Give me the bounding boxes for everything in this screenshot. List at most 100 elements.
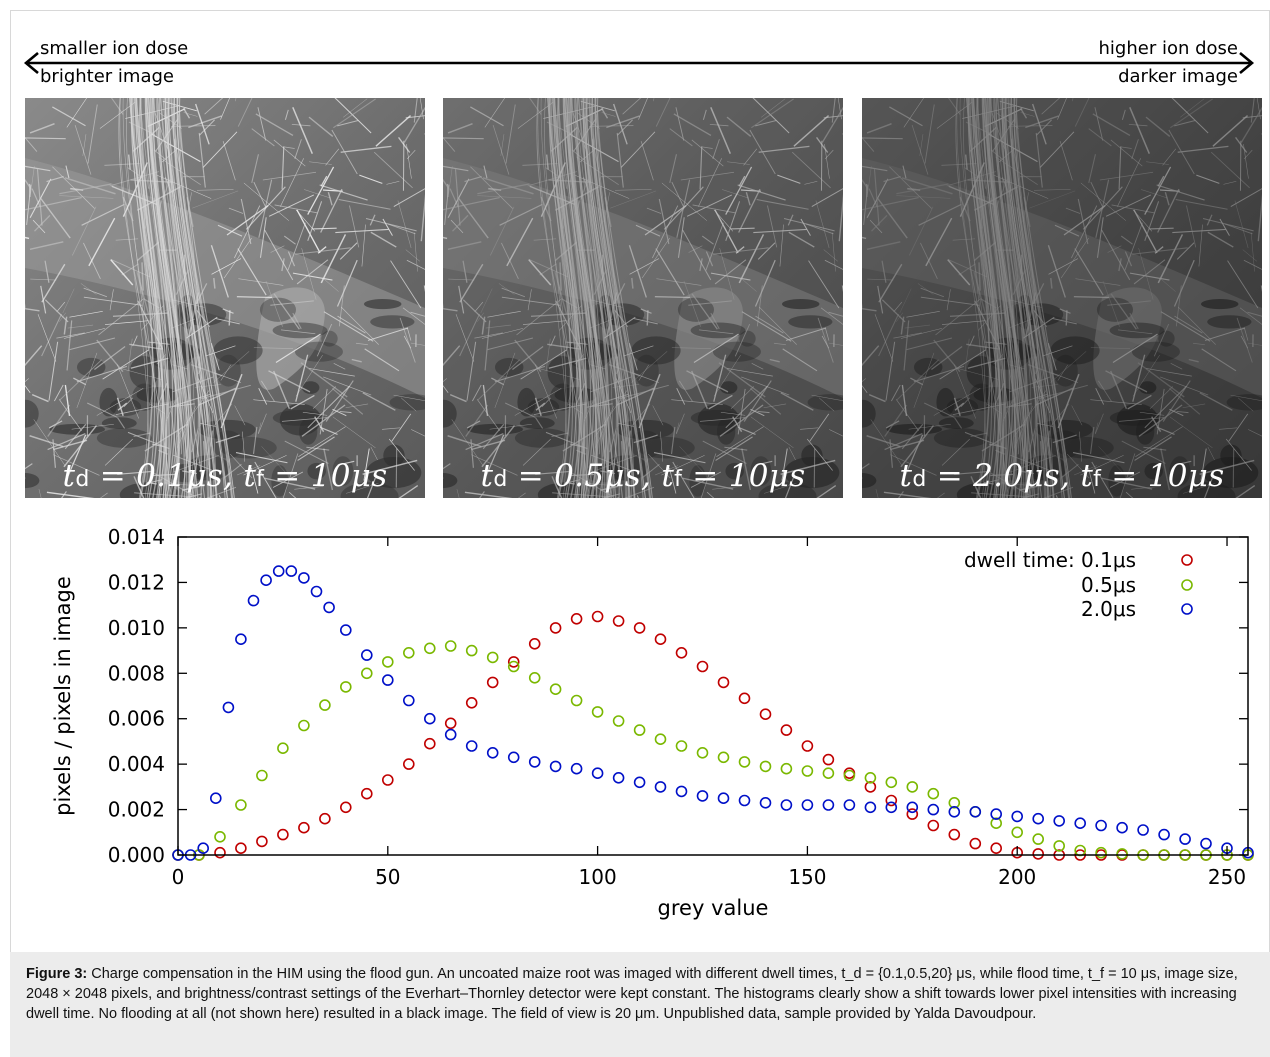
data-point — [822, 753, 835, 766]
label-td-value: = 0.5μs, t — [507, 458, 675, 494]
data-point — [507, 656, 520, 668]
data-point — [738, 692, 751, 705]
x-tick-label: 0 — [172, 865, 185, 889]
data-point — [360, 649, 373, 661]
micrograph-panel: td = 0.1μs, tf = 10μs — [25, 98, 425, 498]
y-tick-label: 0.012 — [108, 570, 165, 594]
legend-label: 2.0μs — [1081, 597, 1136, 621]
data-point — [381, 656, 394, 668]
data-point — [612, 615, 625, 627]
label-sub-f: f — [256, 467, 265, 492]
data-point — [235, 842, 247, 855]
data-point — [717, 751, 730, 764]
data-point — [654, 633, 667, 646]
data-point — [507, 751, 520, 764]
data-point — [402, 694, 415, 707]
data-point — [801, 740, 814, 752]
data-point — [822, 767, 835, 780]
data-point — [549, 622, 562, 634]
data-point — [927, 787, 940, 800]
data-point — [654, 733, 667, 746]
data-point — [465, 696, 478, 709]
label-sub-d: d — [75, 467, 90, 492]
data-point — [277, 828, 289, 841]
y-tick-label: 0.006 — [108, 707, 165, 731]
data-point — [277, 742, 289, 755]
data-point — [570, 612, 583, 625]
data-point — [885, 776, 898, 789]
data-point — [423, 712, 436, 725]
y-tick-label: 0.002 — [108, 798, 165, 822]
legend-label: dwell time: 0.1μs — [964, 548, 1136, 572]
data-point — [927, 803, 940, 816]
series-1 — [172, 640, 1254, 861]
data-point — [675, 785, 688, 798]
x-tick-label: 50 — [375, 865, 400, 889]
label-t-symbol: t — [62, 458, 76, 494]
data-point — [801, 765, 814, 777]
data-point — [570, 762, 583, 775]
data-point — [235, 799, 247, 811]
data-point — [1032, 812, 1044, 825]
label-darker-image: darker image — [1118, 66, 1238, 87]
data-point — [864, 771, 877, 784]
data-point — [1074, 817, 1086, 830]
data-point — [235, 633, 247, 646]
legend-marker — [1181, 579, 1193, 591]
micrograph-image — [443, 98, 843, 498]
data-point — [310, 585, 323, 598]
data-point — [780, 724, 793, 736]
data-point — [285, 565, 298, 577]
x-axis-label: grey value — [658, 896, 769, 920]
data-point — [990, 817, 1003, 830]
label-td-value: = 2.0μs, t — [926, 458, 1094, 494]
data-point — [402, 646, 415, 659]
plot-frame — [177, 536, 1249, 856]
series-0 — [172, 610, 1254, 861]
panel-dwell-label: td = 0.1μs, tf = 10μs — [25, 458, 425, 494]
y-axis-label: pixels / pixels in image — [51, 576, 75, 816]
data-point — [247, 594, 260, 607]
data-point — [906, 808, 919, 820]
x-tick-label: 150 — [788, 865, 826, 889]
data-point — [717, 676, 730, 689]
data-point — [591, 706, 604, 718]
data-point — [633, 724, 646, 736]
data-point — [549, 760, 562, 773]
data-point — [906, 781, 919, 793]
label-t-symbol: t — [480, 458, 494, 494]
data-point — [528, 756, 541, 768]
arrow-right-head — [1239, 52, 1255, 74]
data-point — [948, 796, 961, 809]
data-point — [780, 762, 793, 775]
data-point — [444, 640, 457, 652]
data-point — [1116, 821, 1128, 834]
data-point — [864, 781, 877, 793]
data-point — [1011, 826, 1024, 839]
micrograph-image — [862, 98, 1262, 498]
data-point — [1158, 828, 1170, 841]
y-tick-label: 0.000 — [108, 843, 165, 867]
data-point — [319, 699, 331, 711]
data-point — [402, 758, 415, 770]
label-td-value: = 0.1μs, t — [89, 458, 257, 494]
data-point — [969, 837, 982, 850]
data-point — [759, 708, 772, 721]
data-point — [339, 801, 352, 814]
data-point — [323, 601, 335, 614]
data-point — [256, 835, 268, 848]
data-point — [696, 790, 709, 802]
data-point — [612, 771, 625, 784]
data-point — [1032, 833, 1044, 845]
data-point — [675, 740, 688, 752]
data-point — [717, 792, 730, 805]
data-point — [843, 769, 856, 782]
data-point — [381, 674, 394, 686]
data-point — [633, 622, 646, 634]
data-point — [1053, 815, 1065, 827]
label-tf-value: = 10μs — [264, 458, 388, 494]
data-point — [381, 774, 394, 786]
x-tick-label: 250 — [1208, 865, 1246, 889]
data-point — [1200, 837, 1212, 850]
label-brighter-image: brighter image — [40, 66, 174, 87]
